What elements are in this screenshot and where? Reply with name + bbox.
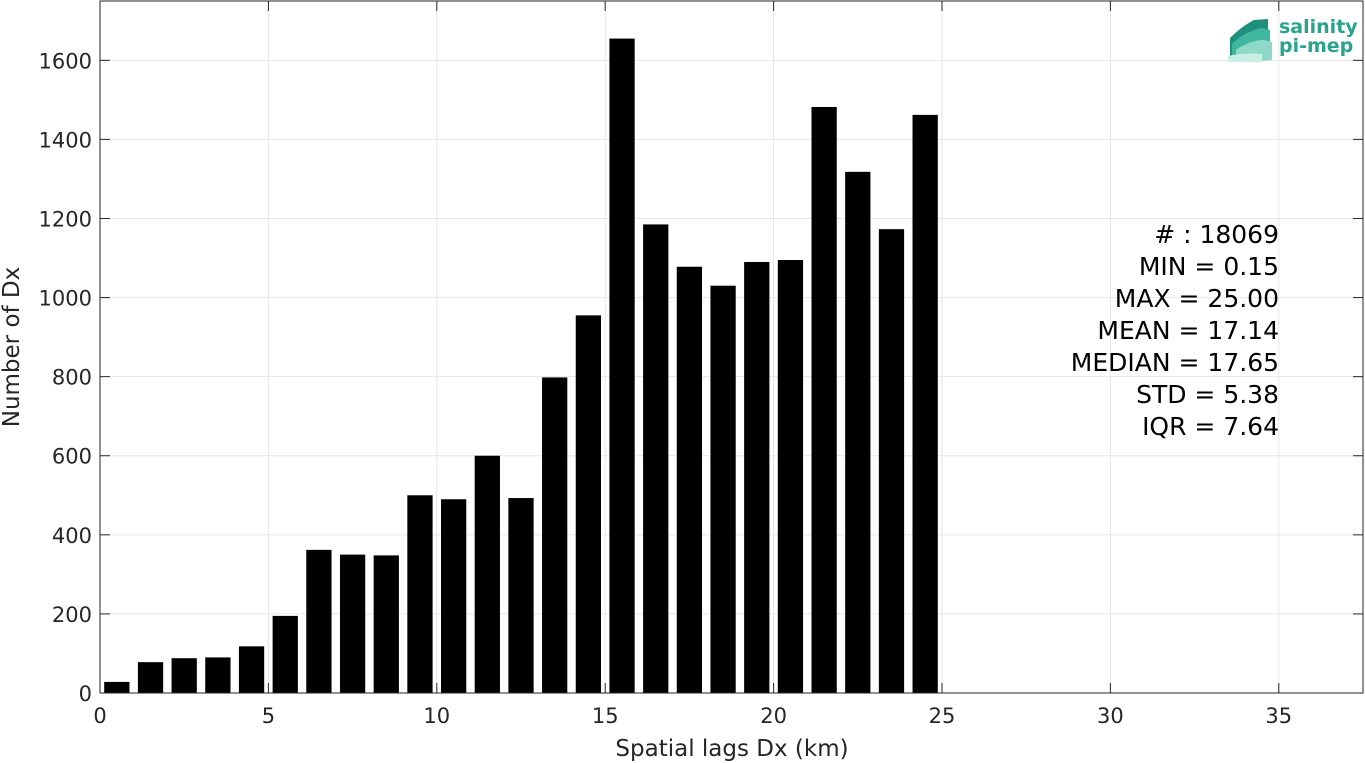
y-tick-labels: 0 200 400 600 800 1000 1200 1400 1600 — [39, 49, 92, 706]
stat-line: IQR = 7.64 — [1142, 412, 1279, 441]
histogram-bar — [339, 554, 366, 693]
x-tick-label: 15 — [592, 704, 619, 728]
histogram-bar — [171, 658, 197, 693]
histogram-bar — [474, 455, 500, 693]
y-tick-label: 400 — [52, 524, 92, 548]
histogram-bar — [912, 114, 938, 694]
grid-lines — [100, 1, 1363, 693]
y-tick-label: 800 — [52, 366, 92, 390]
y-axis-title: Number of Dx — [0, 267, 25, 428]
histogram-bar — [137, 662, 164, 693]
x-tick-label: 20 — [760, 704, 787, 728]
x-tick-labels: 0 5 10 15 20 25 30 35 — [93, 704, 1292, 728]
histogram-bar — [744, 261, 770, 693]
x-tick-label: 30 — [1097, 704, 1124, 728]
histogram-bar — [609, 38, 635, 693]
histogram-bar — [272, 615, 298, 693]
histogram-bar — [777, 260, 804, 693]
histogram-bar — [643, 224, 669, 693]
histogram-bar — [811, 106, 837, 693]
stat-line: MAX = 25.00 — [1115, 284, 1279, 313]
y-tick-label: 1600 — [39, 49, 92, 73]
histogram-bar — [676, 266, 703, 693]
histogram-bar — [407, 495, 433, 693]
logo-text-line1: salinity — [1279, 16, 1358, 38]
wave-logo-icon — [1228, 19, 1272, 62]
salinity-pi-mep-logo: salinity pi-mep — [1228, 16, 1358, 62]
plot-box — [99, 0, 1364, 694]
y-tick-label: 1000 — [39, 287, 92, 311]
histogram-bar — [238, 646, 265, 693]
histogram-bar — [373, 555, 399, 693]
histogram-bar — [104, 681, 130, 693]
histogram-bar — [575, 315, 601, 693]
histogram-bar — [845, 171, 871, 694]
y-tick-label: 1200 — [39, 207, 92, 231]
stat-line: STD = 5.38 — [1136, 380, 1279, 409]
y-tick-label: 1400 — [39, 128, 92, 152]
y-tick-label: 200 — [52, 603, 92, 627]
histogram-bar — [205, 657, 231, 693]
histogram-bar — [441, 499, 467, 693]
axes — [99, 0, 1364, 694]
y-tick-label: 0 — [79, 682, 92, 706]
stat-line: MEDIAN = 17.65 — [1071, 348, 1279, 377]
x-tick-label: 10 — [423, 704, 450, 728]
x-tick-label: 5 — [262, 704, 275, 728]
histogram-bar — [710, 285, 736, 693]
x-axis-title: Spatial lags Dx (km) — [615, 736, 848, 762]
stat-line: MIN = 0.15 — [1139, 252, 1279, 281]
stat-line: MEAN = 17.14 — [1097, 316, 1279, 345]
y-tick-label: 600 — [52, 445, 92, 469]
x-tick-label: 35 — [1265, 704, 1292, 728]
bars — [104, 38, 938, 694]
logo-text-line2: pi-mep — [1279, 35, 1353, 57]
x-tick-label: 25 — [929, 704, 956, 728]
histogram-bar — [508, 498, 534, 693]
histogram-bar — [878, 229, 905, 693]
histogram-bar — [542, 377, 568, 693]
x-tick-label: 0 — [93, 704, 106, 728]
statistics-annotation: # : 18069 MIN = 0.15 MAX = 25.00 MEAN = 17.… — [1071, 220, 1279, 441]
stat-line: # : 18069 — [1154, 220, 1279, 249]
histogram-bar — [306, 549, 332, 693]
